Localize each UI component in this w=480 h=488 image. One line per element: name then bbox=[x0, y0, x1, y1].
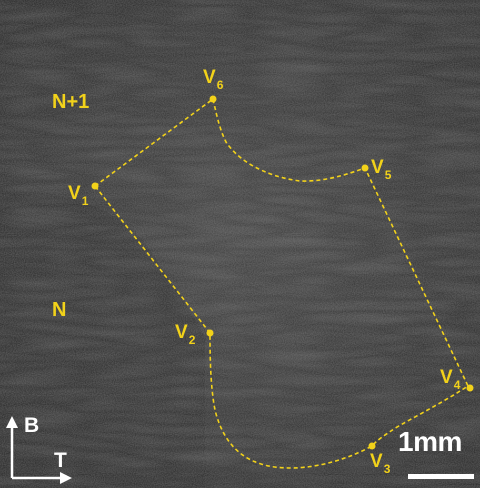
vertex-point-3 bbox=[368, 442, 376, 450]
orientation-axes-icon bbox=[6, 416, 72, 484]
axis-label-build: B bbox=[24, 414, 40, 437]
grain-outline bbox=[93, 97, 470, 469]
vertex-point-4 bbox=[466, 384, 474, 392]
scale-bar bbox=[408, 474, 474, 479]
region-label-lower: N bbox=[52, 299, 67, 321]
vertex-label-4: V4 bbox=[440, 367, 461, 392]
vertex-label-3: V3 bbox=[370, 451, 391, 476]
vertex-point-5 bbox=[361, 164, 369, 172]
vertex-point-2 bbox=[206, 329, 214, 337]
vertex-point-1 bbox=[91, 182, 99, 190]
region-label-upper: N+1 bbox=[52, 91, 90, 113]
vertex-label-6: V6 bbox=[203, 67, 224, 92]
vertex-label-1: V1 bbox=[68, 183, 89, 208]
vertex-label-5: V5 bbox=[371, 157, 392, 182]
vertex-label-2: V2 bbox=[175, 322, 196, 347]
vertex-point-6 bbox=[209, 95, 217, 103]
scale-bar-label: 1mm bbox=[398, 426, 462, 457]
axis-label-transverse: T bbox=[54, 449, 67, 472]
